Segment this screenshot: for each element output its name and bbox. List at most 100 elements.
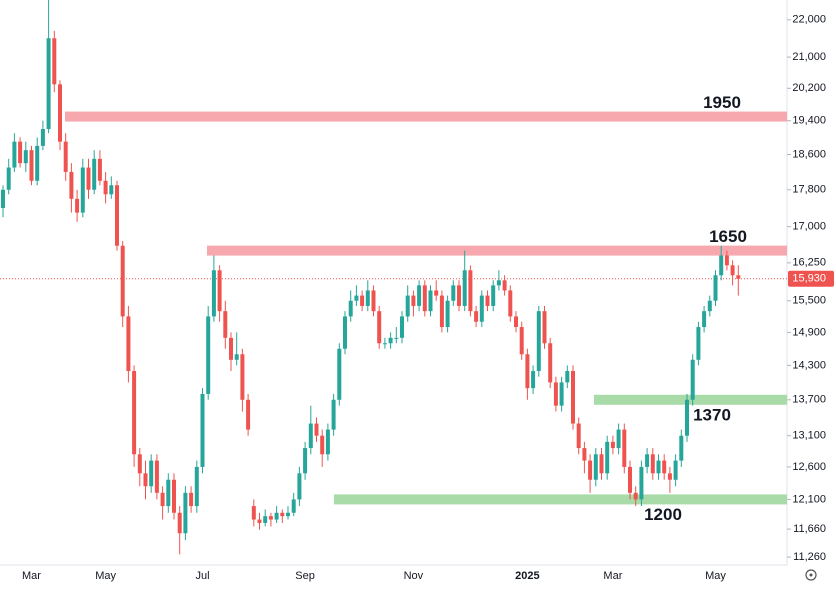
candle-body: [291, 499, 296, 513]
candle-body: [571, 371, 575, 424]
candle-body: [183, 492, 188, 534]
candle-body: [394, 337, 399, 339]
candle-body: [656, 460, 661, 474]
candle-body: [605, 441, 610, 474]
candle-body: [223, 311, 228, 338]
candle-body: [439, 295, 444, 328]
candle-body: [679, 435, 684, 461]
candle-body: [531, 371, 536, 389]
y-tick-label: 17,800: [792, 184, 826, 196]
candle-body: [730, 265, 735, 276]
level-band: [65, 111, 787, 122]
candle-body: [63, 141, 68, 172]
x-tick-label: May: [95, 570, 116, 582]
candle-body: [445, 300, 450, 328]
y-tick-label: 16,250: [792, 257, 826, 269]
candle-body: [525, 354, 530, 389]
x-tick-label: 2025: [515, 570, 539, 582]
candle-body: [109, 185, 114, 195]
y-tick-label: 12,100: [792, 493, 826, 505]
candle-body: [599, 454, 604, 474]
candle-body: [713, 275, 718, 301]
candle-body: [588, 460, 593, 480]
candle-body: [559, 382, 564, 406]
candle-body: [462, 270, 467, 306]
candle-body: [354, 295, 359, 301]
candle-body: [707, 300, 712, 312]
candle-body: [514, 316, 518, 328]
candle-body: [115, 185, 119, 246]
candle-body: [143, 473, 148, 487]
candle-body: [343, 316, 347, 349]
candle-body: [160, 492, 165, 507]
candle-body: [645, 454, 650, 467]
candle-body: [35, 145, 40, 181]
candle-body: [702, 311, 707, 328]
candle-body: [120, 245, 125, 317]
candle-body: [246, 399, 251, 430]
candle-body: [553, 382, 558, 406]
candle-body: [582, 448, 587, 461]
candle-body: [422, 285, 427, 312]
settings-dot[interactable]: [809, 573, 813, 577]
candle-body: [519, 327, 524, 355]
settings-icon[interactable]: [805, 569, 817, 581]
candle-body: [325, 429, 330, 455]
candle-body: [86, 167, 91, 190]
y-tick-label: 19,400: [792, 115, 826, 127]
x-tick-label: Jul: [195, 570, 209, 582]
candle-body: [576, 423, 581, 449]
x-tick-label: Mar: [22, 570, 41, 582]
candle-body: [303, 448, 308, 474]
candle-body: [240, 354, 245, 400]
candle-body: [593, 454, 598, 480]
candle-body: [314, 423, 319, 436]
candle-body: [736, 275, 741, 279]
plot-area: 22,000 21,000 20,200 19,400 18,600 17,800 17,0…: [0, 0, 834, 582]
candle-body: [40, 129, 45, 146]
y-tick-label: 22,000: [792, 14, 826, 26]
candle-body: [166, 479, 171, 507]
candle-body: [633, 492, 638, 500]
candle-body: [662, 460, 667, 474]
x-tick-label: May: [705, 570, 726, 582]
candle-body: [388, 337, 393, 344]
candle-body: [103, 180, 108, 195]
candle-body: [724, 255, 729, 266]
candle-body: [474, 311, 479, 322]
candle-body: [97, 158, 102, 181]
candle-body: [12, 141, 17, 168]
y-tick-label: 13,700: [792, 394, 826, 406]
candle-body: [719, 255, 724, 276]
y-tick-label: 15,500: [792, 295, 826, 307]
candle-body: [217, 270, 222, 312]
last-price-label: 15,930: [792, 273, 826, 285]
candle-body: [696, 327, 701, 360]
candle-body: [234, 354, 239, 360]
settings-gear[interactable]: [805, 569, 817, 581]
candle-body: [308, 423, 313, 449]
candle-body: [360, 295, 365, 306]
candle-body: [126, 316, 131, 372]
candle-body: [257, 519, 262, 523]
y-tick-label: 11,660: [793, 523, 826, 535]
candle-body: [565, 371, 570, 383]
y-tick-label: 13,100: [792, 430, 826, 442]
x-tick-label: Nov: [404, 570, 424, 582]
candle-body: [137, 454, 142, 474]
candle-body: [673, 460, 678, 480]
y-tick-label: 12,600: [792, 461, 826, 473]
candle-body: [405, 295, 410, 317]
candle-body: [331, 399, 336, 430]
candle-body: [6, 167, 11, 190]
candle-body: [80, 167, 85, 213]
candle-body: [508, 290, 513, 317]
candle-body: [496, 280, 501, 286]
y-tick-label: 14,300: [792, 359, 826, 371]
candle-body: [536, 311, 541, 372]
y-tick-label: 21,000: [792, 51, 826, 63]
y-tick-label: 18,600: [792, 148, 826, 160]
candle-body: [348, 300, 353, 317]
candle-body: [263, 516, 268, 523]
